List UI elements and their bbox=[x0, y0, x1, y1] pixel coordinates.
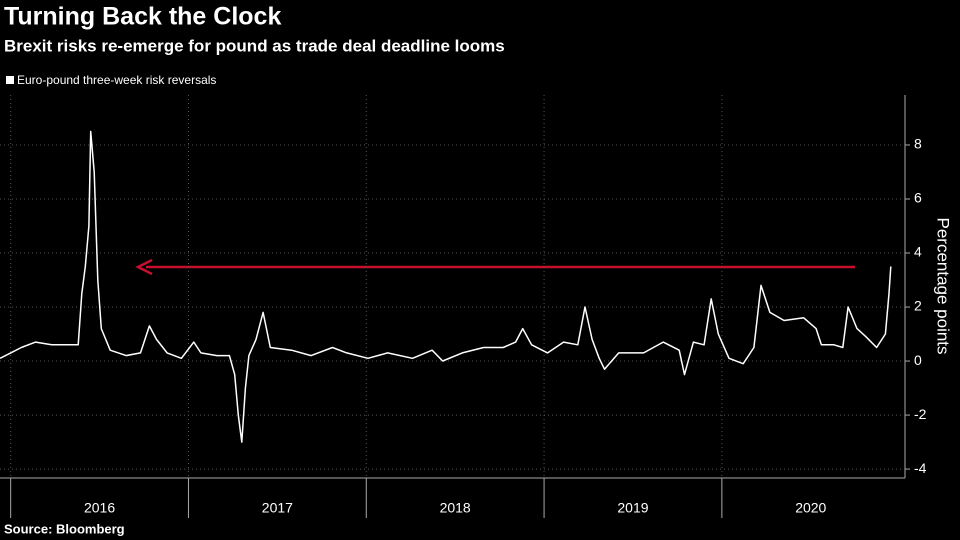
legend-label: Euro-pound three-week risk reversals bbox=[17, 73, 216, 87]
chart-subtitle: Brexit risks re-emerge for pound as trad… bbox=[4, 36, 505, 55]
chart-title: Turning Back the Clock bbox=[4, 3, 281, 31]
legend-swatch bbox=[6, 76, 14, 84]
x-tick-label: 2019 bbox=[617, 500, 648, 516]
y-tick-label: 4 bbox=[914, 244, 922, 260]
y-axis-label: Percentage points bbox=[934, 217, 953, 354]
y-tick-label: -2 bbox=[914, 406, 927, 422]
x-tick-label: 2018 bbox=[440, 500, 471, 516]
y-tick-label: 2 bbox=[914, 298, 922, 314]
x-tick-label: 2017 bbox=[262, 500, 293, 516]
x-tick-label: 2016 bbox=[84, 500, 115, 516]
x-tick-label: 2020 bbox=[795, 500, 826, 516]
source: Source: Bloomberg bbox=[4, 521, 125, 536]
y-tick-label: 8 bbox=[914, 136, 922, 152]
y-tick-label: -4 bbox=[914, 460, 927, 476]
y-tick-label: 0 bbox=[914, 352, 922, 368]
annotation-arrowhead bbox=[135, 258, 153, 276]
y-tick-label: 6 bbox=[914, 190, 922, 206]
series-line bbox=[0, 130, 892, 443]
